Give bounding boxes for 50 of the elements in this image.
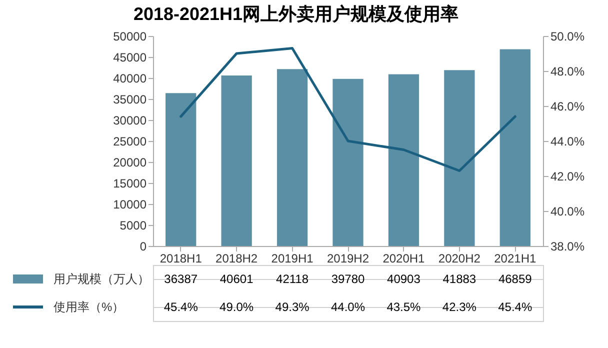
data-label: 44.0%: [330, 300, 366, 314]
data-label: 43.5%: [386, 300, 422, 314]
bar: [500, 49, 530, 246]
y2-tick-label: 42.0%: [550, 170, 585, 184]
y-tick-label: 25000: [113, 134, 147, 148]
y-tick-label: 15000: [113, 176, 147, 190]
x-tick-label: 2020H2: [438, 252, 481, 266]
y2-tick-label: 48.0%: [550, 64, 585, 78]
y-tick-label: 20000: [113, 156, 147, 170]
data-label: 42.3%: [442, 300, 477, 314]
bar: [221, 75, 252, 246]
y-tick-label: 35000: [113, 92, 147, 106]
x-tick-label: 2020H1: [382, 252, 426, 266]
x-tick-label: 2018H2: [216, 252, 258, 266]
bar: [388, 74, 420, 246]
x-tick-label: 2019H2: [326, 252, 370, 266]
x-tick-label: 2021H1: [494, 252, 536, 266]
legend-label: 使用率（%）: [54, 300, 124, 314]
data-label: 40601: [220, 272, 254, 286]
line-series: [180, 47, 516, 172]
x-tick-label: 2018H1: [160, 252, 202, 266]
y-tick-label: 50000: [113, 30, 147, 44]
data-label: 49.3%: [275, 300, 310, 314]
data-label: 41883: [442, 272, 476, 286]
bar: [166, 93, 196, 246]
y-tick-label: 45000: [113, 50, 147, 64]
y2-tick-label: 40.0%: [550, 204, 585, 218]
y2-tick-label: 44.0%: [550, 134, 585, 148]
y-tick-label: 30000: [113, 114, 147, 128]
data-label: 40903: [387, 272, 421, 286]
y2-tick-label: 46.0%: [550, 100, 585, 114]
bar: [276, 69, 308, 246]
y2-tick-label: 38.0%: [550, 240, 585, 254]
y-tick-label: 10000: [113, 198, 147, 212]
data-label: 39780: [331, 272, 366, 286]
y-tick-label: 0: [140, 240, 147, 254]
y-tick-label: 40000: [113, 72, 147, 86]
data-label: 36387: [164, 272, 198, 286]
data-label: 49.0%: [220, 300, 254, 314]
y-tick-label: 5000: [120, 218, 147, 232]
bar: [332, 78, 364, 246]
data-label: 42118: [276, 272, 309, 286]
data-label: 45.4%: [164, 300, 198, 314]
chart-title: 2018-2021H1网上外卖用户规模及使用率: [133, 4, 459, 24]
x-tick-label: 2019H1: [271, 252, 314, 266]
data-label: 45.4%: [498, 300, 532, 314]
legend-label: 用户规模（万人）: [54, 272, 150, 286]
bar: [444, 70, 475, 246]
data-label: 46859: [498, 272, 532, 286]
y2-tick-label: 50.0%: [550, 30, 585, 44]
